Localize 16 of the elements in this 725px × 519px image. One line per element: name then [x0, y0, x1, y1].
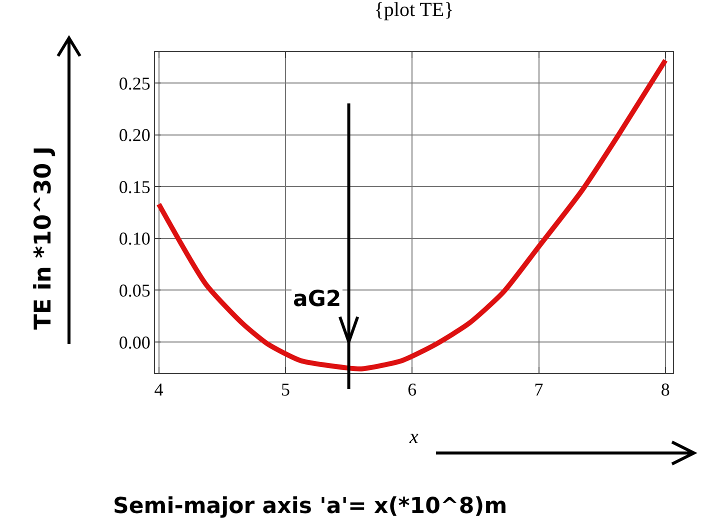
text: Semi-major axis 'a'= x(*10^8)m	[113, 494, 508, 519]
y-tick-label: 0.10	[118, 228, 150, 249]
chart-title: {plot TE}	[374, 0, 454, 21]
x-tick-label: 5	[280, 380, 290, 400]
x-tick-label: 6	[408, 380, 417, 400]
x-tick-label: 4	[154, 380, 164, 400]
x-tick-label: 8	[660, 380, 670, 400]
y-tick-label: 0.20	[118, 125, 150, 146]
y-tick-label: 0.05	[118, 280, 150, 300]
x-axis-title: x	[408, 426, 419, 448]
y-tick-label: 0.15	[118, 176, 150, 197]
y-axis-title: TE in *10^30 J	[30, 146, 56, 330]
x-tick-label: 7	[534, 380, 544, 400]
y-tick-label: 0.25	[118, 73, 150, 94]
ref-line-label: aG2	[293, 287, 342, 312]
y-tick-label: 0.00	[118, 332, 150, 352]
